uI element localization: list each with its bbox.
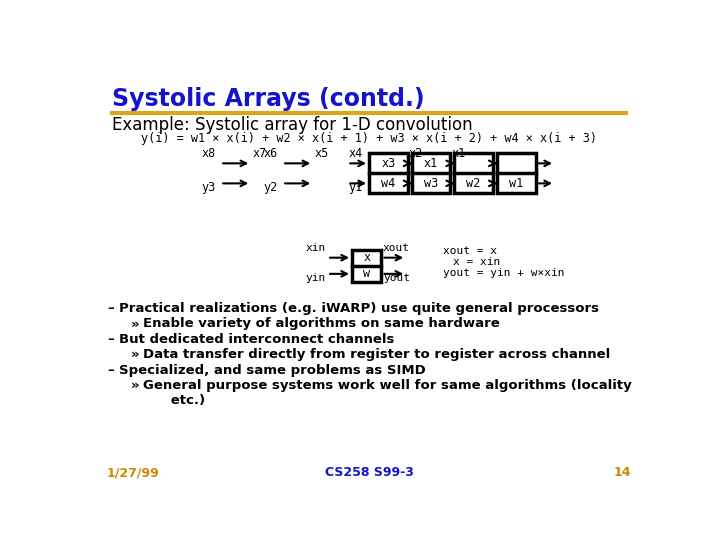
Text: Systolic Arrays (contd.): Systolic Arrays (contd.)	[112, 87, 424, 111]
Text: x = xin: x = xin	[454, 257, 500, 267]
Text: x4: x4	[348, 147, 362, 160]
Text: Specialized, and same problems as SIMD: Specialized, and same problems as SIMD	[120, 363, 426, 376]
Text: x7: x7	[253, 147, 267, 160]
Text: CS258 S99-3: CS258 S99-3	[325, 467, 413, 480]
Text: 1/27/99: 1/27/99	[107, 467, 160, 480]
Text: »: »	[130, 348, 139, 361]
Text: Example: Systolic array for 1-D convolution: Example: Systolic array for 1-D convolut…	[112, 116, 472, 134]
Text: y3: y3	[202, 181, 215, 194]
Text: xin: xin	[305, 243, 325, 253]
Text: etc.): etc.)	[143, 394, 204, 407]
Text: –: –	[107, 363, 114, 376]
Text: xout = x: xout = x	[443, 246, 497, 256]
Text: Practical realizations (e.g. iWARP) use quite general processors: Practical realizations (e.g. iWARP) use …	[120, 302, 600, 315]
Bar	[412, 153, 451, 193]
Text: yin: yin	[305, 273, 325, 283]
Text: 14: 14	[613, 467, 631, 480]
Bar	[369, 153, 408, 193]
Text: y2: y2	[264, 181, 277, 194]
Text: –: –	[107, 333, 114, 346]
Text: y1: y1	[348, 181, 362, 194]
Text: x5: x5	[315, 147, 329, 160]
Bar	[497, 153, 536, 193]
Text: »: »	[130, 379, 139, 392]
Text: w: w	[363, 267, 370, 280]
Text: yout = yin + w×xin: yout = yin + w×xin	[443, 268, 564, 278]
Text: w1: w1	[509, 177, 523, 190]
Text: –: –	[107, 302, 114, 315]
Bar	[352, 249, 382, 282]
Text: x8: x8	[202, 147, 215, 160]
Text: w4: w4	[382, 177, 395, 190]
Text: xout: xout	[383, 243, 410, 253]
Text: w3: w3	[424, 177, 438, 190]
Text: »: »	[130, 318, 139, 330]
Text: w2: w2	[467, 177, 481, 190]
Text: y(i) = w1 × x(i) + w2 × x(i + 1) + w3 × x(i + 2) + w4 × x(i + 3): y(i) = w1 × x(i) + w2 × x(i + 1) + w3 × …	[141, 132, 597, 145]
Text: x: x	[363, 251, 370, 264]
Text: Enable variety of algorithms on same hardware: Enable variety of algorithms on same har…	[143, 318, 500, 330]
Text: yout: yout	[383, 273, 410, 283]
Text: x3: x3	[382, 157, 395, 170]
Text: x1: x1	[424, 157, 438, 170]
Text: x1: x1	[451, 147, 465, 160]
Text: Data transfer directly from register to register across channel: Data transfer directly from register to …	[143, 348, 610, 361]
Text: General purpose systems work well for same algorithms (locality: General purpose systems work well for sa…	[143, 379, 631, 392]
Text: But dedicated interconnect channels: But dedicated interconnect channels	[120, 333, 395, 346]
Bar	[454, 153, 493, 193]
Text: x6: x6	[264, 147, 277, 160]
Text: x2: x2	[408, 147, 423, 160]
